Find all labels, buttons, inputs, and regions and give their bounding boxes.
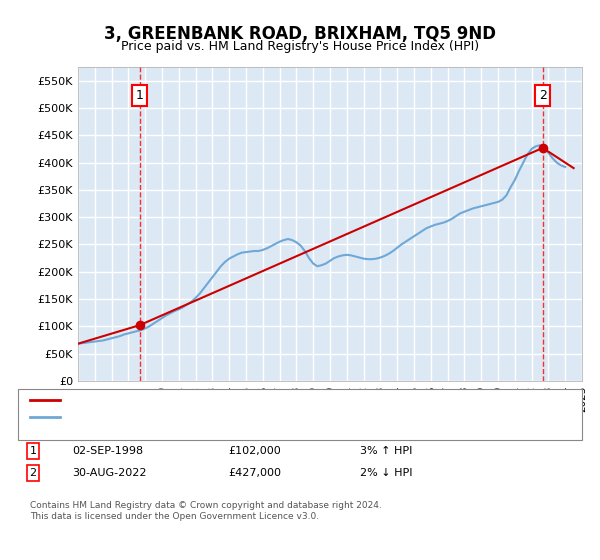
Text: Contains HM Land Registry data © Crown copyright and database right 2024.
This d: Contains HM Land Registry data © Crown c… xyxy=(30,501,382,521)
Text: HPI: Average price, detached house, Torbay: HPI: Average price, detached house, Torb… xyxy=(66,412,293,422)
Text: £427,000: £427,000 xyxy=(228,468,281,478)
Text: £102,000: £102,000 xyxy=(228,446,281,456)
Text: 30-AUG-2022: 30-AUG-2022 xyxy=(72,468,146,478)
Text: 02-SEP-1998: 02-SEP-1998 xyxy=(72,446,143,456)
Text: 2: 2 xyxy=(29,468,37,478)
Text: 3, GREENBANK ROAD, BRIXHAM, TQ5 9ND: 3, GREENBANK ROAD, BRIXHAM, TQ5 9ND xyxy=(104,25,496,43)
Text: 3% ↑ HPI: 3% ↑ HPI xyxy=(360,446,412,456)
Text: Price paid vs. HM Land Registry's House Price Index (HPI): Price paid vs. HM Land Registry's House … xyxy=(121,40,479,53)
Text: 2: 2 xyxy=(539,89,547,102)
Text: 1: 1 xyxy=(29,446,37,456)
Text: 2% ↓ HPI: 2% ↓ HPI xyxy=(360,468,413,478)
Text: 3, GREENBANK ROAD, BRIXHAM, TQ5 9ND (detached house): 3, GREENBANK ROAD, BRIXHAM, TQ5 9ND (det… xyxy=(66,395,380,405)
Text: 1: 1 xyxy=(136,89,143,102)
